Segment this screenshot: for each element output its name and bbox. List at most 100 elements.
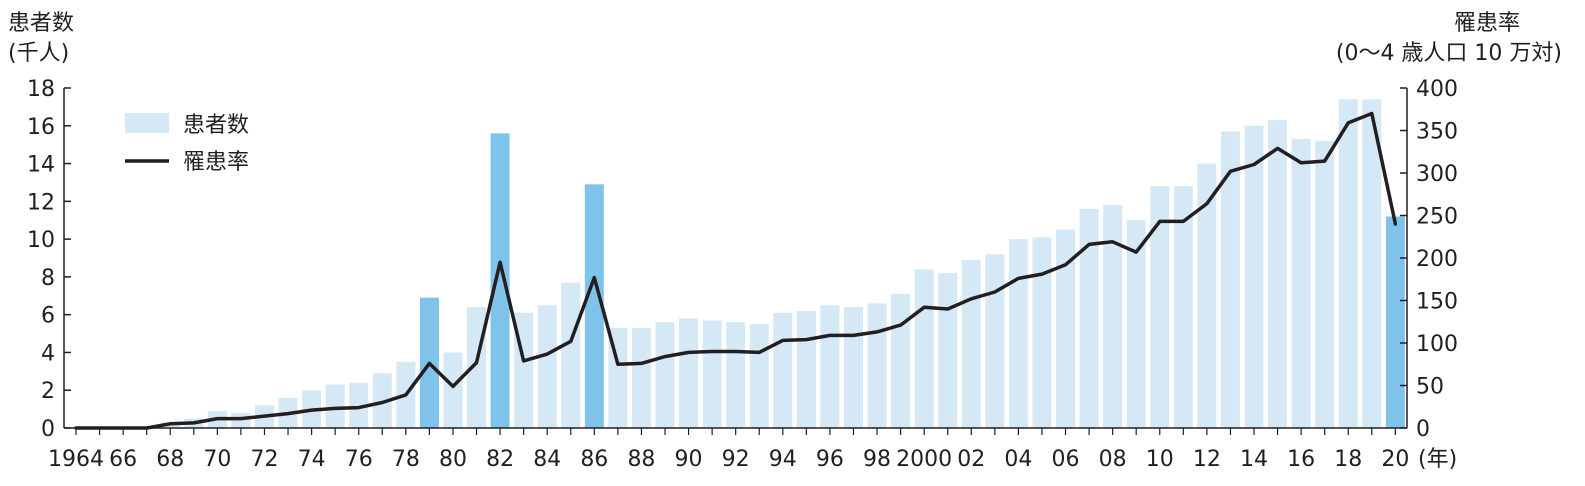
right-tick-label: 0 <box>1416 417 1430 442</box>
bar-2006 <box>1056 229 1076 428</box>
x-tick-label: 12 <box>1193 447 1221 472</box>
bar-2016 <box>1291 139 1311 428</box>
x-tick-label: 74 <box>298 447 326 472</box>
x-tick-label: 80 <box>439 447 467 472</box>
bar-2001 <box>938 273 958 428</box>
left-tick-label: 4 <box>41 341 55 366</box>
x-tick-label: 2000 <box>896 447 952 472</box>
bar-2008 <box>1103 205 1123 428</box>
x-tick-label: 90 <box>675 447 703 472</box>
bar-1993 <box>749 324 769 428</box>
x-tick-label: 94 <box>769 447 797 472</box>
right-tick-label: 150 <box>1416 290 1458 315</box>
x-axis-unit: (年) <box>1418 447 1457 472</box>
bar-1985 <box>561 282 581 428</box>
x-tick-label: 18 <box>1334 447 1362 472</box>
bar-2000 <box>914 269 934 428</box>
x-tick-label: 82 <box>486 447 514 472</box>
x-tick-label: 14 <box>1240 447 1268 472</box>
bar-2007 <box>1079 208 1099 428</box>
right-tick-label: 400 <box>1416 77 1458 102</box>
bar-2018 <box>1338 99 1358 428</box>
left-tick-label: 10 <box>27 228 55 253</box>
x-tick-label: 04 <box>1004 447 1032 472</box>
bar-2015 <box>1268 120 1288 428</box>
x-tick-label: 06 <box>1052 447 1080 472</box>
bar-1976 <box>349 382 369 428</box>
bar-2014 <box>1244 125 1264 429</box>
bar-1994 <box>773 312 793 428</box>
bar-1988 <box>631 327 651 428</box>
bar-2013 <box>1220 131 1240 428</box>
x-tick-label: 02 <box>957 447 985 472</box>
legend-line-label: 罹患率 <box>183 150 249 175</box>
x-tick-label: 86 <box>580 447 608 472</box>
bar-1984 <box>537 305 557 428</box>
bar-2003 <box>985 254 1005 428</box>
right-tick-label: 50 <box>1416 375 1444 400</box>
bar-2004 <box>1008 239 1028 428</box>
bar-1991 <box>702 320 722 428</box>
bar-2019 <box>1362 99 1382 428</box>
legend-bar-label: 患者数 <box>183 113 249 138</box>
incidence-line-layer <box>74 111 1398 430</box>
x-tick-label: 68 <box>156 447 184 472</box>
x-tick-label: 10 <box>1146 447 1174 472</box>
right-tick-label: 300 <box>1416 162 1458 187</box>
bar-2012 <box>1197 163 1217 429</box>
x-tick-label: 76 <box>345 447 373 472</box>
legend: 患者数 罹患率 <box>125 113 249 175</box>
x-tick-label: 72 <box>250 447 278 472</box>
bar-2011 <box>1173 186 1193 428</box>
bar-1982 <box>490 133 510 429</box>
axes: 0246810121416180501001502002503003504001… <box>27 77 1458 472</box>
left-tick-label: 14 <box>27 153 55 178</box>
bar-1977 <box>372 373 392 428</box>
left-tick-label: 2 <box>41 379 55 404</box>
right-tick-label: 100 <box>1416 332 1458 357</box>
bar-1996 <box>820 305 840 428</box>
bar-2009 <box>1126 220 1146 428</box>
bar-1995 <box>796 310 816 428</box>
bar-1990 <box>679 318 699 428</box>
left-tick-label: 0 <box>41 417 55 442</box>
x-tick-label: 84 <box>533 447 561 472</box>
x-tick-label: 08 <box>1099 447 1127 472</box>
bar-2002 <box>961 259 981 428</box>
x-tick-label: 78 <box>392 447 420 472</box>
bar-1980 <box>443 352 463 428</box>
patient-bars <box>160 99 1405 429</box>
bar-1998 <box>867 303 887 428</box>
legend-bar-swatch <box>125 113 169 133</box>
left-tick-label: 18 <box>27 77 55 102</box>
bar-1999 <box>891 293 911 428</box>
right-axis-title: 罹患率 <box>1454 11 1520 36</box>
right-axis-unit: (0〜4 歳人口 10 万対) <box>1336 41 1562 66</box>
left-tick-label: 8 <box>41 266 55 291</box>
left-axis-title: 患者数 <box>8 11 74 36</box>
bar-2017 <box>1315 140 1335 428</box>
left-axis-unit: (千人) <box>8 41 69 66</box>
x-tick-label: 20 <box>1381 447 1409 472</box>
bar-1997 <box>843 307 863 428</box>
x-tick-label: 16 <box>1287 447 1315 472</box>
right-tick-label: 350 <box>1416 120 1458 145</box>
right-tick-label: 200 <box>1416 247 1458 272</box>
x-tick-label: 92 <box>722 447 750 472</box>
bar-2020 <box>1385 216 1405 428</box>
incidence-line <box>74 111 1398 430</box>
bar-1989 <box>655 322 675 428</box>
x-tick-label: 88 <box>627 447 655 472</box>
x-tick-label: 70 <box>203 447 231 472</box>
bar-1986 <box>584 184 604 428</box>
left-tick-label: 16 <box>27 115 55 140</box>
x-tick-label: 98 <box>863 447 891 472</box>
bar-1971 <box>231 412 251 428</box>
right-tick-label: 250 <box>1416 205 1458 230</box>
bar-2005 <box>1032 237 1052 428</box>
x-tick-label: 1964 <box>48 447 104 472</box>
x-tick-label: 66 <box>109 447 137 472</box>
left-tick-label: 6 <box>41 304 55 329</box>
bar-2010 <box>1150 186 1170 428</box>
